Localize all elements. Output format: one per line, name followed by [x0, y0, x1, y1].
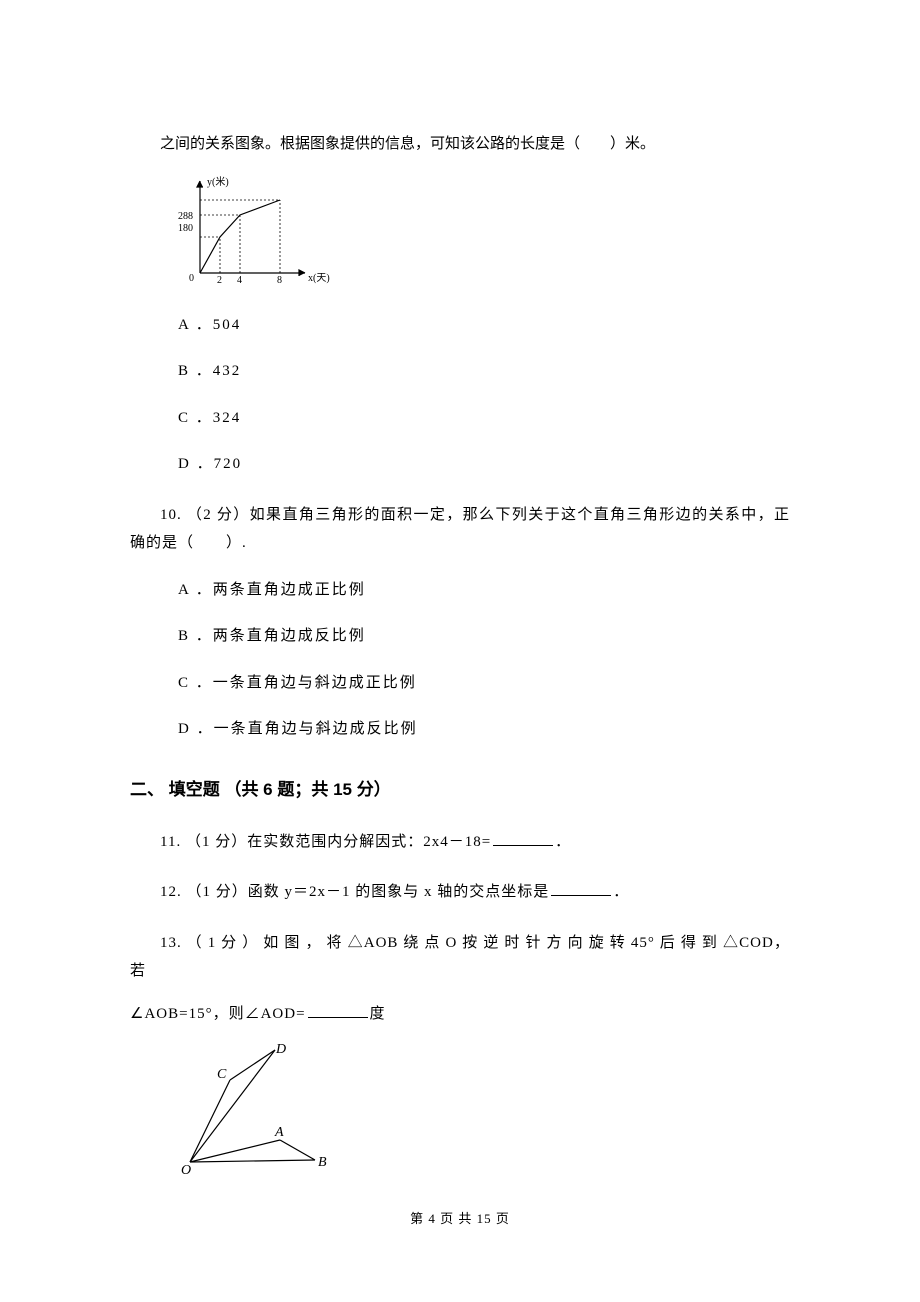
svg-text:B: B: [318, 1155, 327, 1170]
q10-option-d-text: 一条直角边与斜边成反比例: [214, 721, 418, 737]
geometry-diagram-svg: O B A C D: [175, 1042, 335, 1177]
q9-option-d: D ．720: [178, 450, 790, 479]
origin-label: 0: [189, 273, 194, 284]
q10-option-c-text: 一条直角边与斜边成正比例: [213, 675, 417, 691]
q10-option-a: A ．两条直角边成正比例: [178, 576, 790, 605]
svg-text:D: D: [275, 1042, 286, 1057]
ytick-180: 180: [178, 223, 193, 234]
line-chart-svg: y(米) x(天) 0 288 180 2 4 8: [175, 173, 335, 293]
q12-suffix: ．: [613, 884, 629, 900]
q13-line1: 13. （ 1 分 ） 如 图 ， 将 △AOB 绕 点 O 按 逆 时 针 方…: [130, 929, 790, 986]
q10-option-d: D ．一条直角边与斜边成反比例: [178, 715, 790, 744]
q12-blank: [551, 880, 611, 896]
q12: 12. （1 分）函数 y＝2x－1 的图象与 x 轴的交点坐标是 ．: [130, 878, 790, 907]
q13-blank: [308, 1002, 368, 1018]
q9-option-c: C ．324: [178, 404, 790, 433]
q10-stem: 10. （2 分）如果直角三角形的面积一定，那么下列关于这个直角三角形边的关系中…: [130, 501, 790, 558]
q10-option-b-text: 两条直角边成反比例: [213, 628, 366, 644]
page-footer: 第 4 页 共 15 页: [130, 1207, 790, 1232]
q9-option-c-text: 324: [213, 410, 242, 426]
q10-option-b: B ．两条直角边成反比例: [178, 622, 790, 651]
xtick-4: 4: [237, 275, 242, 286]
q13-suffix: 度: [370, 1006, 386, 1022]
xtick-2: 2: [217, 275, 222, 286]
q10-stem-text: 10. （2 分）如果直角三角形的面积一定，那么下列关于这个直角三角形边的关系中…: [130, 507, 790, 552]
q13-diagram: O B A C D: [175, 1042, 790, 1177]
y-axis-label: y(米): [207, 175, 229, 188]
document-page: 之间的关系图象。根据图象提供的信息，可知该公路的长度是（ ）米。 y: [0, 0, 920, 1272]
q11-text: 11. （1 分）在实数范围内分解因式：2x4－18=: [160, 834, 491, 850]
q10-option-c: C ．一条直角边与斜边成正比例: [178, 669, 790, 698]
svg-text:O: O: [181, 1163, 191, 1177]
q9-option-a-text: 504: [213, 317, 242, 333]
q11-blank: [493, 830, 553, 846]
section-2-heading: 二、 填空题 （共 6 题；共 15 分）: [130, 774, 790, 806]
q9-chart: y(米) x(天) 0 288 180 2 4 8: [175, 173, 790, 293]
svg-text:A: A: [274, 1125, 284, 1140]
q12-text: 12. （1 分）函数 y＝2x－1 的图象与 x 轴的交点坐标是: [160, 884, 549, 900]
x-axis-label: x(天): [308, 273, 330, 284]
q9-option-a: A ．504: [178, 311, 790, 340]
q9-option-b: B ．432: [178, 357, 790, 386]
ytick-288: 288: [178, 211, 193, 222]
q9-option-d-text: 720: [214, 456, 243, 472]
q9-option-b-text: 432: [213, 363, 242, 379]
q11: 11. （1 分）在实数范围内分解因式：2x4－18= ．: [130, 828, 790, 857]
q13-line2-text: ∠AOB=15°，则∠AOD=: [130, 1006, 306, 1022]
q10-option-a-text: 两条直角边成正比例: [213, 582, 366, 598]
q9-continuation: 之间的关系图象。根据图象提供的信息，可知该公路的长度是（ ）米。: [130, 130, 790, 159]
q13-line2: ∠AOB=15°，则∠AOD= 度: [130, 1000, 790, 1029]
xtick-8: 8: [277, 275, 282, 286]
svg-text:C: C: [217, 1067, 227, 1082]
q11-suffix: ．: [555, 834, 571, 850]
